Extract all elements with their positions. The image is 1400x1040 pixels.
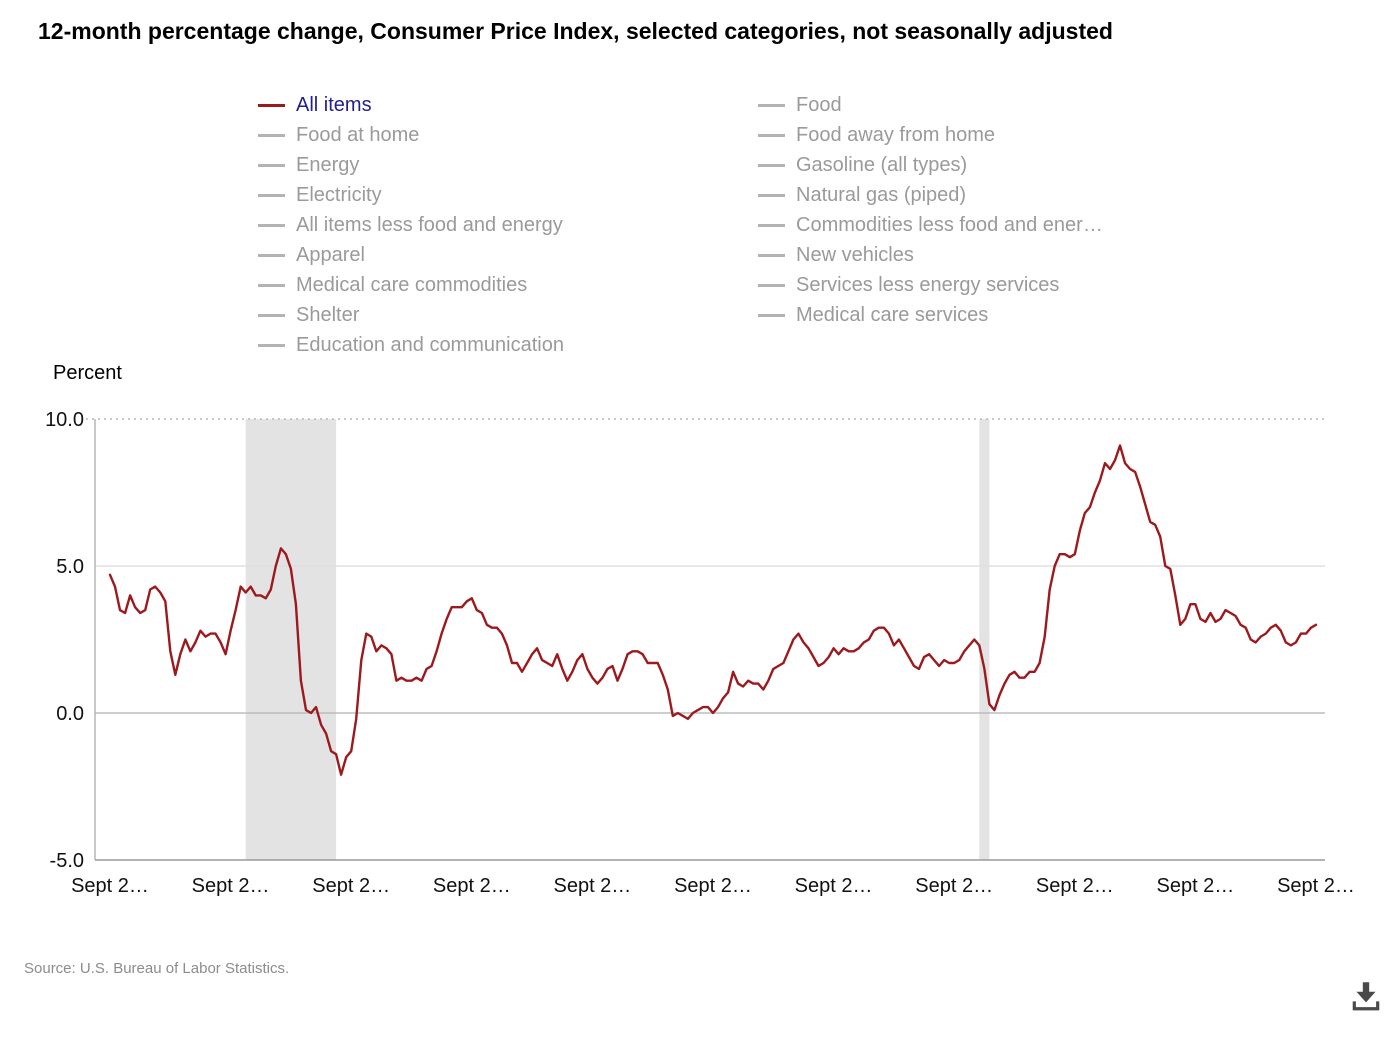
y-tick-label: 5.0 — [56, 556, 84, 578]
legend-item-natural-gas-piped[interactable]: Natural gas (piped) — [758, 180, 1103, 210]
legend-swatch-icon — [258, 193, 285, 197]
legend-item-label: Natural gas (piped) — [796, 183, 967, 206]
legend-swatch-icon — [258, 313, 285, 317]
source-note: Source: U.S. Bureau of Labor Statistics. — [24, 960, 290, 977]
legend-item-label: Services less energy services — [796, 273, 1060, 296]
legend-swatch-icon — [258, 223, 285, 227]
legend-item-label: Education and communication — [296, 333, 564, 356]
legend-item-food[interactable]: Food — [758, 90, 1103, 120]
legend-swatch-icon — [258, 343, 285, 347]
legend-item-food-away-from-home[interactable]: Food away from home — [758, 120, 1103, 150]
legend-item-new-vehicles[interactable]: New vehicles — [758, 240, 1103, 270]
legend-item-label: All items — [296, 93, 372, 116]
legend-item-label: Electricity — [296, 183, 382, 206]
download-icon — [1352, 982, 1380, 1011]
download-chart-button[interactable] — [1344, 974, 1388, 1018]
legend-item-shelter[interactable]: Shelter — [258, 300, 758, 330]
x-tick-label: Sept 2… — [312, 875, 390, 897]
legend-swatch-icon — [758, 193, 785, 197]
legend-swatch-icon — [258, 103, 285, 107]
x-tick-label: Sept 2… — [433, 875, 511, 897]
legend-swatch-icon — [758, 313, 785, 317]
y-tick-label: 0.0 — [56, 703, 84, 725]
x-tick-label: Sept 2… — [915, 875, 993, 897]
legend-item-label: New vehicles — [796, 243, 914, 266]
legend-item-label: Medical care commodities — [296, 273, 528, 296]
legend-item-label: Shelter — [296, 303, 360, 326]
legend-swatch-icon — [758, 223, 785, 227]
recession-band — [245, 419, 337, 860]
legend-swatch-icon — [758, 283, 785, 287]
cpi-line-chart[interactable]: 10.0 5.0 0.0 -5.0 Sept 2… Sept 2… Sept 2… Sept … — [0, 400, 1400, 920]
legend-item-commodities-less-food-and-ener[interactable]: Commodities less food and ener… — [758, 210, 1103, 240]
legend-swatch-icon — [258, 133, 285, 137]
legend-swatch-icon — [258, 283, 285, 287]
legend-swatch-icon — [758, 253, 785, 257]
legend-item-energy[interactable]: Energy — [258, 150, 758, 180]
legend-item-gasoline-all-types[interactable]: Gasoline (all types) — [758, 150, 1103, 180]
legend-item-medical-care-commodities[interactable]: Medical care commodities — [258, 270, 758, 300]
legend-item-label: Gasoline (all types) — [796, 153, 968, 176]
legend-item-services-less-energy-services[interactable]: Services less energy services — [758, 270, 1103, 300]
legend-swatch-icon — [258, 163, 285, 167]
legend-item-label: Medical care services — [796, 303, 989, 326]
legend-item-label: Food — [796, 93, 842, 116]
legend-item-electricity[interactable]: Electricity — [258, 180, 758, 210]
legend-swatch-icon — [258, 253, 285, 257]
legend-item-all-items[interactable]: All items — [258, 90, 758, 120]
legend-swatch-icon — [758, 163, 785, 167]
x-tick-label: Sept 2… — [795, 875, 873, 897]
x-tick-label: Sept 2… — [71, 875, 149, 897]
x-tick-label: Sept 2… — [553, 875, 631, 897]
legend-item-all-items-less-food-and-energy[interactable]: All items less food and energy — [258, 210, 758, 240]
legend-column-2: Food Food away from home Gasoline (all typ… — [758, 90, 1103, 360]
x-tick-label: Sept 2… — [674, 875, 752, 897]
legend-column-1: All items Food at home Energy Electricity Al… — [258, 90, 758, 360]
legend-item-apparel[interactable]: Apparel — [258, 240, 758, 270]
all-items-series-line — [108, 444, 1318, 776]
legend-item-label: All items less food and energy — [296, 213, 563, 236]
legend-swatch-icon — [758, 103, 785, 107]
legend-item-food-at-home[interactable]: Food at home — [258, 120, 758, 150]
x-tick-label: Sept 2… — [1156, 875, 1234, 897]
legend-item-label: Food at home — [296, 123, 420, 146]
x-tick-label: Sept 2… — [192, 875, 270, 897]
legend-item-label: Apparel — [296, 243, 365, 266]
legend-item-medical-care-services[interactable]: Medical care services — [758, 300, 1103, 330]
x-tick-label: Sept 2… — [1036, 875, 1114, 897]
legend: All items Food at home Energy Electricity Al… — [258, 90, 1103, 360]
x-tick-label: Sept 2… — [1277, 875, 1355, 897]
y-axis-title: Percent — [53, 362, 122, 384]
chart-title: 12-month percentage change, Consumer Pri… — [38, 18, 1113, 44]
legend-item-label: Food away from home — [796, 123, 995, 146]
y-tick-label: -5.0 — [50, 850, 84, 872]
y-tick-label: 10.0 — [45, 409, 84, 431]
legend-swatch-icon — [758, 133, 785, 137]
legend-item-label: Energy — [296, 153, 360, 176]
legend-item-education-and-communication[interactable]: Education and communication — [258, 330, 758, 360]
legend-item-label: Commodities less food and ener… — [796, 213, 1103, 236]
recession-band — [979, 419, 990, 860]
